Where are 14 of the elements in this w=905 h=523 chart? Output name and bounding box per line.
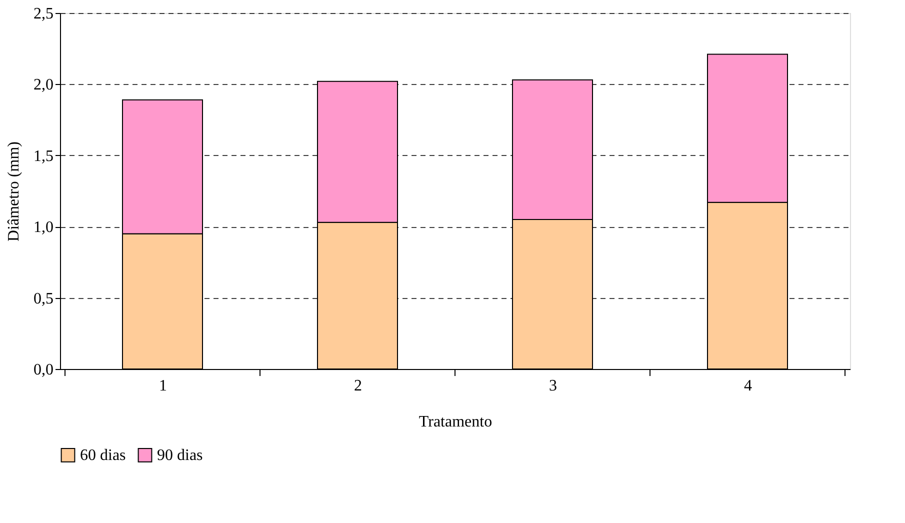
legend-label: 90 dias <box>157 447 203 464</box>
x-tick-label: 2 <box>354 378 362 394</box>
y-tick-label: 1,5 <box>34 148 54 165</box>
y-axis-title: Diâmetro (mm) <box>6 142 22 242</box>
y-tick-label: 0,0 <box>34 362 54 378</box>
x-tick-label: 3 <box>549 378 557 394</box>
y-tick-label: 1,0 <box>34 219 54 236</box>
legend-label: 60 dias <box>80 447 126 464</box>
x-axis-title: Tratamento <box>418 414 492 430</box>
x-tick-label: 4 <box>744 378 752 394</box>
y-tick-label: 2,5 <box>34 6 54 22</box>
y-tick-label: 2,0 <box>34 76 54 94</box>
y-tick-label: 0,5 <box>34 290 54 308</box>
x-tick-label: 1 <box>159 378 167 394</box>
